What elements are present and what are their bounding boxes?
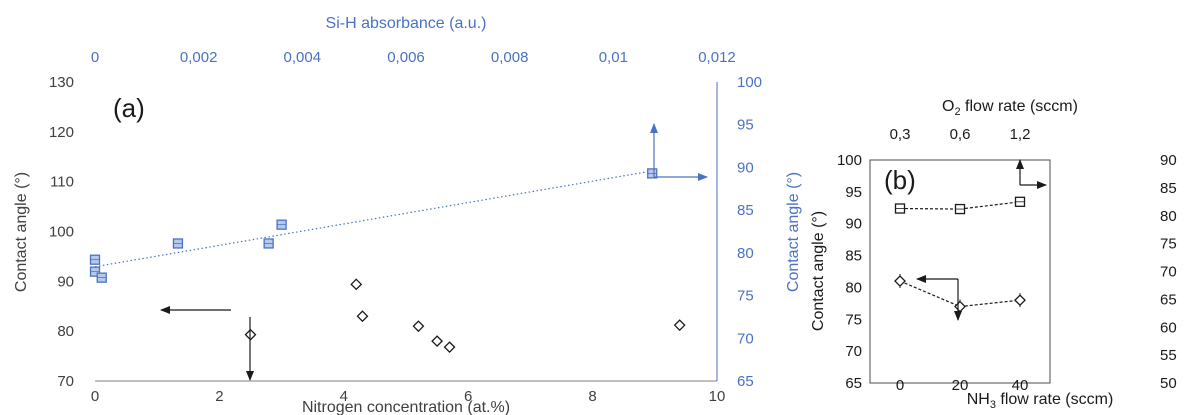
- panel-a-y2-tick: 95: [737, 117, 754, 134]
- panel-b-y2-tick: 70: [1160, 264, 1177, 281]
- panel-a-nitrogen-series: [244, 278, 686, 354]
- panel-b-x2-tick: 0,6: [950, 126, 971, 143]
- panel-b-nh3-series: [894, 274, 1026, 314]
- panel-a-nitrogen-point: [431, 335, 444, 348]
- panel-b-x2-title-subscript: 2: [954, 106, 960, 118]
- panel-b-o2-series: [894, 196, 1026, 215]
- panel-a-y2-tick: 85: [737, 202, 754, 219]
- panel-b-y-axis-title: Contact angle (°): [810, 211, 827, 331]
- panel-a-x-tick-labels: 0 2 4 6 8 10: [91, 388, 726, 405]
- panel-b-x-title-subscript: 3: [990, 399, 996, 411]
- panel-a-y2-tick-labels: 65 70 75 80 85 90 95 100: [737, 74, 762, 390]
- panel-a-x2-tick: 0,006: [387, 49, 425, 66]
- panel-b-y2-tick-labels: 50 55 60 65 70 75 80 85 90: [1160, 152, 1177, 392]
- panel-a-nitrogen-point: [356, 310, 369, 323]
- panel-a-nitrogen-point: [443, 341, 456, 354]
- panel-b-y2-tick: 60: [1160, 319, 1177, 336]
- panel-b-y2-tick: 65: [1160, 291, 1177, 308]
- panel-b-y2-tick: 90: [1160, 152, 1177, 169]
- panel-b-nh3-point: [894, 275, 906, 287]
- panel-a-y2-tick: 65: [737, 373, 754, 390]
- panel-b-x2-title-part: O: [942, 98, 954, 115]
- panel-a-x2-tick-labels: 0 0,002 0,004 0,006 0,008 0,01 0,012: [91, 49, 736, 66]
- panel-b-x-title-part: NH: [967, 391, 990, 408]
- panel-a-x2-tick: 0,002: [180, 49, 218, 66]
- panel-b-y2-tick: 75: [1160, 236, 1177, 253]
- panel-a-y-tick: 80: [57, 323, 74, 340]
- panel-a-y-axis-title: Contact angle (°): [13, 172, 30, 292]
- panel-b-y-tick: 70: [845, 343, 862, 360]
- panel-a-y2-tick: 70: [737, 330, 754, 347]
- panel-a-x2-axis-title: Si-H absorbance (a.u.): [326, 15, 487, 32]
- panel-a-si-h-series: [89, 168, 658, 283]
- panel-b-x-tick-labels: 0 20 40: [896, 377, 1029, 394]
- panel-b-y-tick: 90: [845, 216, 862, 233]
- panel-a-nitrogen-point: [673, 319, 686, 332]
- panel-a-si-h-trendline: [94, 170, 653, 268]
- panel-a-x-tick: 10: [709, 388, 726, 405]
- panel-b-y2-tick: 55: [1160, 347, 1177, 364]
- panel-b-y-tick-labels: 65 70 75 80 85 90 95 100: [837, 152, 862, 392]
- panel-a-y-tick: 110: [50, 174, 74, 191]
- panel-a-y2-tick: 80: [737, 245, 754, 262]
- panel-b-x2-title-part: flow rate (sccm): [961, 98, 1078, 115]
- panel-b-y-tick: 80: [845, 279, 862, 296]
- panel-b-y2-tick: 85: [1160, 180, 1177, 197]
- panel-a-y-tick: 90: [57, 273, 74, 290]
- panel-a-nitrogen-point: [350, 278, 363, 291]
- panel-b-label: (b): [884, 165, 916, 195]
- panel-b-x2-tick: 0,3: [890, 126, 911, 143]
- panel-a-x2-tick: 0,008: [491, 49, 529, 66]
- panel-b-nh3-point: [1014, 294, 1026, 307]
- panel-a: 0 2 4 6 8 10 70 80 90 100 110 120 130 0 0,002 0,004 0,…: [13, 15, 802, 415]
- panel-a-y-tick: 130: [49, 74, 74, 91]
- panel-a-x2-tick: 0,004: [284, 49, 322, 66]
- panel-b-y2-tick: 80: [1160, 208, 1177, 225]
- panel-b-x-title-part: flow rate (sccm): [996, 391, 1113, 408]
- panel-b-x-axis-title: NH3 flow rate (sccm): [967, 391, 1114, 411]
- panel-b-y-tick: 85: [845, 248, 862, 265]
- panel-a-x-tick: 4: [340, 388, 348, 405]
- panel-b: 0 20 40 65 70 75 80 85 90 95 100 0,3 0,6 1,2 50 55 60…: [810, 98, 1177, 411]
- panel-a-x2-tick: 0: [91, 49, 99, 66]
- panel-b-x-tick: 40: [1012, 377, 1029, 394]
- panel-a-y2-axis-title: Contact angle (°): [785, 172, 802, 292]
- panel-a-nitrogen-point: [412, 320, 425, 333]
- panel-a-y-tick: 70: [57, 373, 74, 390]
- panel-a-x-axis-title: Nitrogen concentration (at.%): [302, 399, 510, 415]
- panel-a-y-tick-labels: 70 80 90 100 110 120 130: [49, 74, 74, 390]
- panel-a-label: (a): [113, 93, 145, 123]
- panel-a-y-tick: 100: [49, 224, 74, 241]
- panel-b-y2-tick: 50: [1160, 375, 1177, 392]
- panel-a-x-tick: 0: [91, 388, 99, 405]
- panel-b-y-tick: 75: [845, 311, 862, 328]
- panel-a-y2-tick: 75: [737, 288, 754, 305]
- panel-b-x2-tick: 1,2: [1010, 126, 1031, 143]
- panel-a-y2-tick: 90: [737, 159, 754, 176]
- panel-b-x-tick: 20: [952, 377, 969, 394]
- panel-b-x2-axis-title: O2 flow rate (sccm): [942, 98, 1078, 118]
- panel-b-plot-frame: [869, 159, 1051, 384]
- panel-a-y-tick: 120: [49, 124, 74, 141]
- panel-b-nh3-point: [954, 300, 966, 313]
- panel-a-x-tick: 2: [215, 388, 223, 405]
- panel-a-y2-tick: 100: [737, 74, 762, 91]
- panel-b-x-tick: 0: [896, 377, 904, 394]
- panel-b-y-tick: 95: [845, 184, 862, 201]
- panel-a-x-tick: 6: [464, 388, 472, 405]
- panel-b-y-tick: 100: [837, 152, 862, 169]
- panel-b-y-tick: 65: [845, 375, 862, 392]
- panel-a-x-tick: 8: [588, 388, 596, 405]
- panel-b-x2-tick-labels: 0,3 0,6 1,2: [890, 126, 1031, 143]
- panel-a-x2-tick: 0,012: [698, 49, 736, 66]
- panel-a-x2-tick: 0,01: [599, 49, 628, 66]
